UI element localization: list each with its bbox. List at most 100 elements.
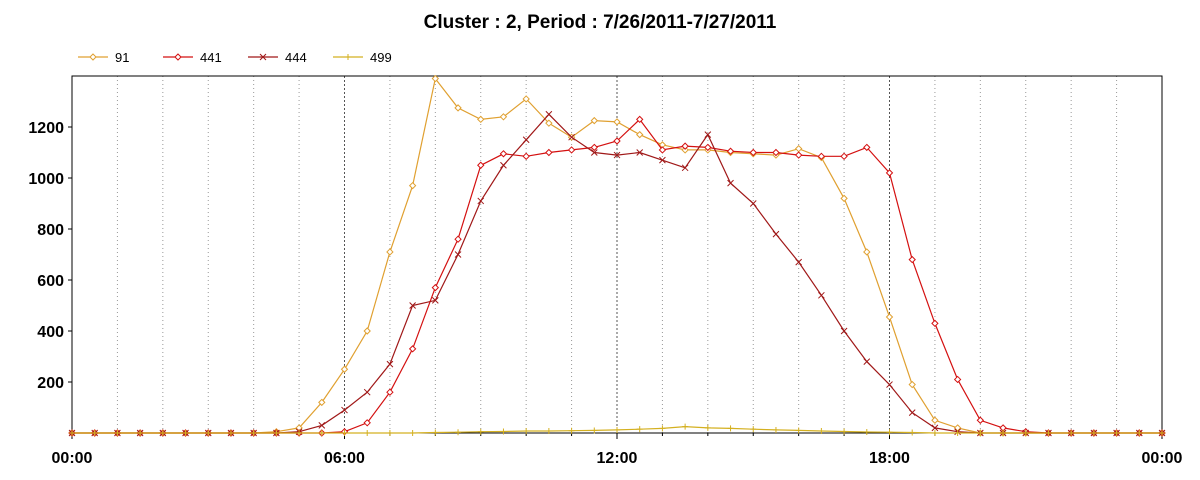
data-point (636, 130, 644, 139)
data-point (341, 430, 348, 436)
data-point (840, 327, 848, 335)
data-point (931, 416, 939, 424)
y-tick-label: 800 (37, 222, 64, 239)
data-point (182, 430, 189, 436)
data-point (977, 430, 984, 436)
data-point (364, 430, 371, 436)
legend-label: 499 (370, 50, 392, 65)
data-point (681, 146, 689, 154)
legend-item: 441 (163, 50, 222, 65)
data-point (363, 327, 371, 335)
data-point (795, 427, 802, 434)
data-point (69, 430, 75, 436)
axes: 200 400 600 800 1000 1200 00:00 06:00 12:00 18:00… (28, 120, 1182, 467)
data-point (681, 164, 689, 172)
data-point (772, 230, 780, 238)
legend-label: 441 (200, 50, 222, 65)
data-point (1045, 430, 1052, 436)
data-point (174, 53, 182, 61)
data-point (794, 144, 803, 153)
x-tick-label: 06:00 (324, 450, 365, 467)
data-point (522, 152, 530, 161)
x-tick-label: 00:00 (52, 450, 93, 467)
data-point (568, 133, 575, 141)
data-point (386, 430, 393, 436)
data-point (636, 115, 644, 124)
data-point (976, 416, 985, 424)
data-point (205, 430, 212, 436)
data-point (590, 116, 598, 125)
data-point (1000, 430, 1007, 436)
data-point (931, 319, 939, 328)
data-point (1090, 430, 1097, 436)
data-point (636, 149, 644, 156)
data-point (408, 181, 417, 190)
data-point (386, 388, 394, 396)
data-point (386, 360, 394, 368)
legend-label: 91 (115, 50, 129, 65)
data-point (408, 345, 417, 353)
data-point (500, 161, 507, 169)
data-point (499, 113, 508, 121)
legend-item: 499 (333, 50, 392, 65)
data-point (908, 255, 916, 264)
data-point (250, 430, 257, 436)
data-point (318, 421, 326, 429)
data-point (953, 375, 962, 384)
data-point (726, 147, 735, 155)
data-point (545, 427, 552, 434)
data-point (613, 118, 621, 126)
data-point (545, 148, 553, 157)
data-point (772, 148, 780, 157)
data-point (1068, 430, 1075, 436)
data-point (409, 302, 416, 309)
data-point (499, 150, 508, 158)
y-tick-label: 1000 (28, 171, 64, 188)
data-point (840, 152, 848, 161)
data-point (159, 430, 166, 436)
data-point (818, 291, 825, 299)
data-point (863, 428, 870, 435)
data-point (863, 143, 871, 152)
data-point (931, 430, 938, 436)
data-point (727, 179, 734, 187)
data-point (345, 54, 351, 60)
y-tick-label: 1200 (28, 120, 64, 137)
data-point (681, 142, 689, 150)
data-point (454, 235, 462, 243)
data-point (273, 430, 280, 436)
data-point (455, 429, 462, 436)
data-point (318, 398, 326, 407)
data-point (341, 406, 348, 414)
data-point (795, 258, 803, 266)
data-point (363, 388, 371, 396)
data-point (259, 53, 267, 61)
data-point (431, 74, 440, 83)
data-point (522, 136, 530, 144)
data-point (794, 151, 803, 159)
data-point (545, 119, 553, 127)
data-point (386, 248, 394, 256)
data-point (749, 200, 757, 207)
data-point (886, 429, 893, 436)
data-point (863, 358, 871, 365)
data-point (568, 427, 575, 434)
data-point (772, 426, 779, 433)
data-point (477, 197, 485, 205)
data-point (704, 424, 711, 431)
data-point (91, 430, 98, 436)
data-point (659, 156, 666, 164)
data-point (1022, 430, 1029, 436)
y-tick-label: 600 (37, 273, 64, 290)
data-point (885, 169, 894, 177)
data-point (886, 381, 893, 388)
data-point (477, 161, 485, 169)
data-point (114, 430, 121, 436)
data-point (454, 104, 462, 112)
data-point (840, 194, 848, 203)
data-point (591, 427, 598, 434)
data-point (908, 409, 916, 416)
data-point (454, 251, 462, 258)
data-point (567, 146, 576, 154)
